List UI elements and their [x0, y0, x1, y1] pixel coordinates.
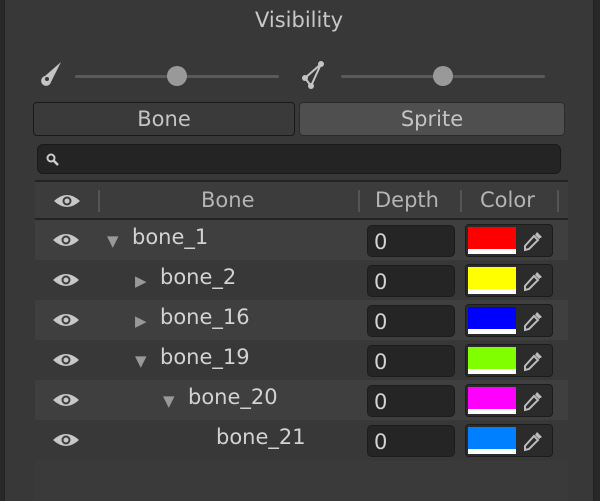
column-color[interactable]: Color	[480, 188, 535, 212]
bone-name: bone_16	[160, 305, 250, 329]
table-row[interactable]: ▶ bone_2 0	[35, 260, 568, 300]
expand-arrow-down-icon[interactable]: ▼	[135, 352, 147, 370]
depth-field[interactable]: 0	[367, 305, 455, 337]
eye-icon[interactable]	[52, 232, 80, 248]
mesh-icon	[302, 61, 324, 89]
table-row[interactable]: ▶ bone_16 0	[35, 300, 568, 340]
color-swatch[interactable]	[468, 307, 516, 334]
expand-arrow-down-icon[interactable]: ▼	[107, 232, 119, 250]
depth-field[interactable]: 0	[367, 425, 455, 457]
eyedropper-icon[interactable]	[522, 270, 544, 292]
bone-name: bone_20	[188, 385, 278, 409]
eye-icon[interactable]	[52, 392, 80, 408]
eyedropper-icon[interactable]	[522, 390, 544, 412]
tab-bone[interactable]: Bone	[33, 102, 295, 136]
color-field[interactable]	[465, 384, 553, 417]
expand-arrow-down-icon[interactable]: ▼	[163, 392, 175, 410]
bone-name: bone_19	[160, 345, 250, 369]
bone-icon	[41, 62, 61, 86]
eyedropper-icon[interactable]	[522, 430, 544, 452]
depth-field[interactable]: 0	[367, 385, 455, 417]
column-depth[interactable]: Depth	[375, 188, 439, 212]
color-field[interactable]	[465, 264, 553, 297]
table-row[interactable]: ▼ bone_20 0	[35, 380, 568, 420]
eye-icon[interactable]	[52, 352, 80, 368]
table-row[interactable]: ▼ bone_1 0	[35, 220, 568, 260]
search-input[interactable]	[37, 144, 561, 174]
eye-icon[interactable]	[52, 432, 80, 448]
bone-name: bone_1	[132, 225, 209, 249]
color-field[interactable]	[465, 304, 553, 337]
eyedropper-icon[interactable]	[522, 230, 544, 252]
table-row[interactable]: ▼ bone_19 0	[35, 340, 568, 380]
eye-icon[interactable]	[52, 272, 80, 288]
depth-field[interactable]: 0	[367, 225, 455, 257]
eye-icon[interactable]	[53, 193, 81, 209]
table-row[interactable]: bone_21 0	[35, 420, 568, 460]
expand-arrow-right-icon[interactable]: ▶	[135, 272, 147, 290]
search-icon	[46, 153, 59, 166]
depth-field[interactable]: 0	[367, 265, 455, 297]
color-swatch[interactable]	[468, 427, 516, 454]
eye-icon[interactable]	[52, 312, 80, 328]
column-bone[interactable]: Bone	[201, 188, 255, 212]
table-header: Bone Depth Color	[35, 182, 568, 220]
color-swatch[interactable]	[468, 387, 516, 414]
bone-name: bone_21	[216, 425, 306, 449]
eyedropper-icon[interactable]	[522, 310, 544, 332]
depth-field[interactable]: 0	[367, 345, 455, 377]
panel-title: Visibility	[254, 8, 343, 32]
color-field[interactable]	[465, 344, 553, 377]
tab-sprite[interactable]: Sprite	[299, 102, 565, 136]
color-field[interactable]	[465, 424, 553, 457]
bone-name: bone_2	[160, 265, 237, 289]
expand-arrow-right-icon[interactable]: ▶	[135, 312, 147, 330]
mesh-opacity-slider[interactable]	[341, 66, 545, 86]
color-swatch[interactable]	[468, 227, 516, 254]
color-swatch[interactable]	[468, 347, 516, 374]
bone-table: Bone Depth Color ▼ bone_1 0 ▶ bone_2 0 ▶ bo…	[35, 180, 568, 501]
color-field[interactable]	[465, 224, 553, 257]
bone-opacity-slider[interactable]	[75, 66, 279, 86]
visibility-panel: Visibility Bone Sprite Bone Depth Color …	[4, 0, 594, 501]
eyedropper-icon[interactable]	[522, 350, 544, 372]
color-swatch[interactable]	[468, 267, 516, 294]
